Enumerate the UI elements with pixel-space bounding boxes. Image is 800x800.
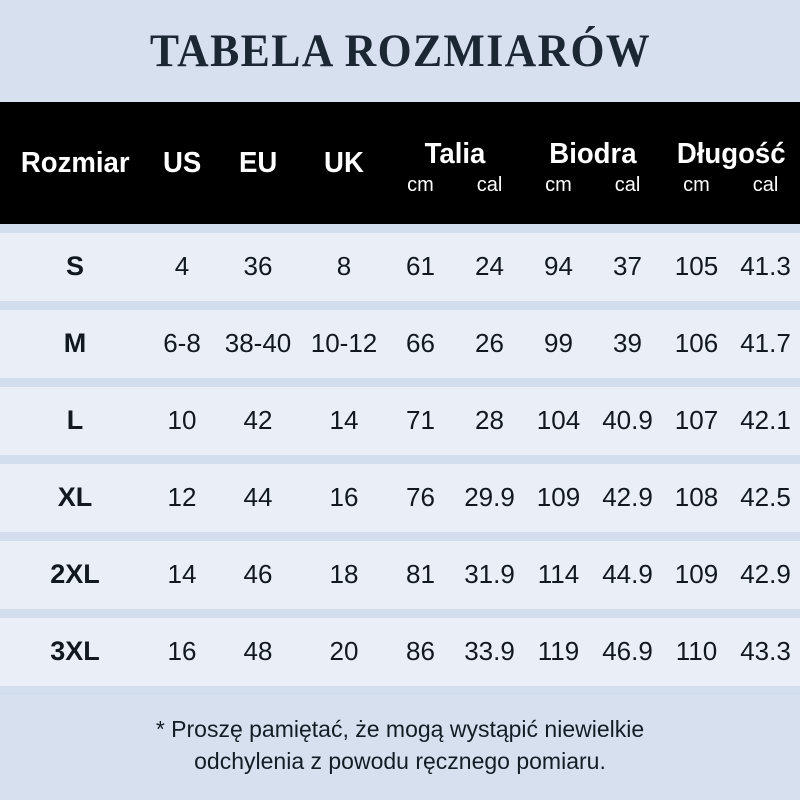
title-band: TABELA ROZMIARÓW xyxy=(0,0,800,103)
cell-waist-cm: 81 xyxy=(406,559,435,590)
cell-us: 12 xyxy=(167,482,197,513)
cell-hips-inch: 42.9 xyxy=(602,482,653,513)
cell-size: S xyxy=(65,251,84,282)
table-header: Rozmiar US EU UK Talia cm cal Biodra xyxy=(0,102,800,224)
cell-waist-cm: 86 xyxy=(406,636,435,667)
cell-eu: 46 xyxy=(243,559,273,590)
cell-waist-cm: 76 xyxy=(406,482,435,513)
cell-hips-cm: 109 xyxy=(536,482,581,513)
header-label-eu: EU xyxy=(238,146,278,179)
table-row: S 4 36 8 61 24 94 37 105 41.3 xyxy=(0,232,800,301)
cell-waist-inch: 29.9 xyxy=(464,482,515,513)
header-row: Rozmiar US EU UK Talia cm cal Biodra xyxy=(0,102,800,224)
header-label-uk: UK xyxy=(324,146,364,179)
footnote-line-2: odchylenia z powodu ręcznego pomiaru. xyxy=(194,748,606,775)
cell-size: 2XL xyxy=(50,559,100,590)
table-body: S 4 36 8 61 24 94 37 105 41.3 M 6-8 38-40 10-12 66 26 99… xyxy=(0,223,800,695)
cell-hips-inch: 46.9 xyxy=(602,636,653,667)
cell-waist-cm: 71 xyxy=(406,405,435,436)
cell-hips-inch: 44.9 xyxy=(602,559,653,590)
cell-waist-inch: 24 xyxy=(475,251,504,282)
header-sub-waist-cm: cm xyxy=(407,173,434,196)
cell-length-inch: 41.3 xyxy=(740,251,791,282)
cell-length-inch: 43.3 xyxy=(740,636,791,667)
footnote: * Proszę pamiętać, że mogą wystąpić niew… xyxy=(0,694,800,800)
cell-hips-cm: 119 xyxy=(537,636,580,667)
cell-size: L xyxy=(66,405,84,436)
header-subs-length: cm cal xyxy=(662,174,800,196)
header-group-title-hips: Biodra xyxy=(549,138,637,171)
header-sub-length-inch: cal xyxy=(752,173,779,196)
cell-size: 3XL xyxy=(50,636,100,667)
cell-uk: 18 xyxy=(329,559,359,590)
cell-us: 4 xyxy=(174,251,190,282)
cell-size: M xyxy=(63,328,87,359)
header-group-waist: Talia cm cal xyxy=(386,102,524,224)
cell-length-cm: 108 xyxy=(674,482,719,513)
table-row: 3XL 16 48 20 86 33.9 119 46.9 110 43.3 xyxy=(0,617,800,686)
cell-hips-inch: 40.9 xyxy=(602,405,653,436)
cell-hips-inch: 39 xyxy=(613,328,642,359)
header-group-title-length: Długość xyxy=(676,138,786,171)
page-title: TABELA ROZMIARÓW xyxy=(149,25,651,78)
cell-us: 16 xyxy=(167,636,197,667)
cell-hips-inch: 37 xyxy=(613,251,642,282)
table-row: M 6-8 38-40 10-12 66 26 99 39 106 41.7 xyxy=(0,309,800,378)
cell-length-cm: 105 xyxy=(674,251,719,282)
header-sub-waist-inch: cal xyxy=(476,173,503,196)
cell-us: 14 xyxy=(167,559,197,590)
cell-uk: 16 xyxy=(329,482,359,513)
cell-waist-inch: 26 xyxy=(475,328,504,359)
header-group-hips: Biodra cm cal xyxy=(524,102,662,224)
header-label-us: US xyxy=(162,146,202,179)
cell-hips-cm: 114 xyxy=(537,559,580,590)
cell-hips-cm: 104 xyxy=(536,405,581,436)
header-cell-uk: UK xyxy=(302,147,386,180)
header-sub-length-cm: cm xyxy=(683,173,710,196)
cell-length-cm: 109 xyxy=(674,559,719,590)
cell-length-cm: 110 xyxy=(675,636,718,667)
cell-waist-cm: 66 xyxy=(406,328,435,359)
header-sub-hips-inch: cal xyxy=(614,173,641,196)
cell-hips-cm: 94 xyxy=(544,251,573,282)
header-sub-hips-cm: cm xyxy=(545,173,572,196)
header-group-length: Długość cm cal xyxy=(662,102,800,224)
cell-size: XL xyxy=(57,482,93,513)
table-row: XL 12 44 16 76 29.9 109 42.9 108 42.5 xyxy=(0,463,800,532)
footnote-line-1: * Proszę pamiętać, że mogą wystąpić niew… xyxy=(155,715,645,742)
cell-length-cm: 107 xyxy=(674,405,719,436)
cell-length-inch: 41.7 xyxy=(740,328,791,359)
header-subs-hips: cm cal xyxy=(524,174,662,196)
cell-uk: 14 xyxy=(329,405,359,436)
cell-eu: 42 xyxy=(243,405,273,436)
cell-eu: 38-40 xyxy=(224,328,292,359)
cell-eu: 44 xyxy=(243,482,273,513)
header-subs-waist: cm cal xyxy=(386,174,524,196)
cell-length-inch: 42.5 xyxy=(740,482,791,513)
cell-length-inch: 42.1 xyxy=(740,405,791,436)
cell-us: 10 xyxy=(167,405,197,436)
cell-waist-inch: 28 xyxy=(475,405,504,436)
cell-waist-cm: 61 xyxy=(406,251,435,282)
header-cell-size: Rozmiar xyxy=(0,147,150,180)
cell-hips-cm: 99 xyxy=(544,328,573,359)
table-row: L 10 42 14 71 28 104 40.9 107 42.1 xyxy=(0,386,800,455)
cell-eu: 36 xyxy=(243,251,273,282)
cell-us: 6-8 xyxy=(163,328,201,359)
cell-waist-inch: 31.9 xyxy=(464,559,515,590)
cell-uk: 10-12 xyxy=(310,328,378,359)
cell-uk: 8 xyxy=(336,251,352,282)
header-group-title-waist: Talia xyxy=(424,138,486,171)
cell-length-cm: 106 xyxy=(674,328,719,359)
cell-eu: 48 xyxy=(243,636,273,667)
cell-uk: 20 xyxy=(329,636,359,667)
header-cell-eu: EU xyxy=(214,147,302,180)
header-cell-us: US xyxy=(150,147,214,180)
cell-length-inch: 42.9 xyxy=(740,559,791,590)
header-label-size: Rozmiar xyxy=(20,146,130,179)
table-row: 2XL 14 46 18 81 31.9 114 44.9 109 42.9 xyxy=(0,540,800,609)
cell-waist-inch: 33.9 xyxy=(464,636,515,667)
